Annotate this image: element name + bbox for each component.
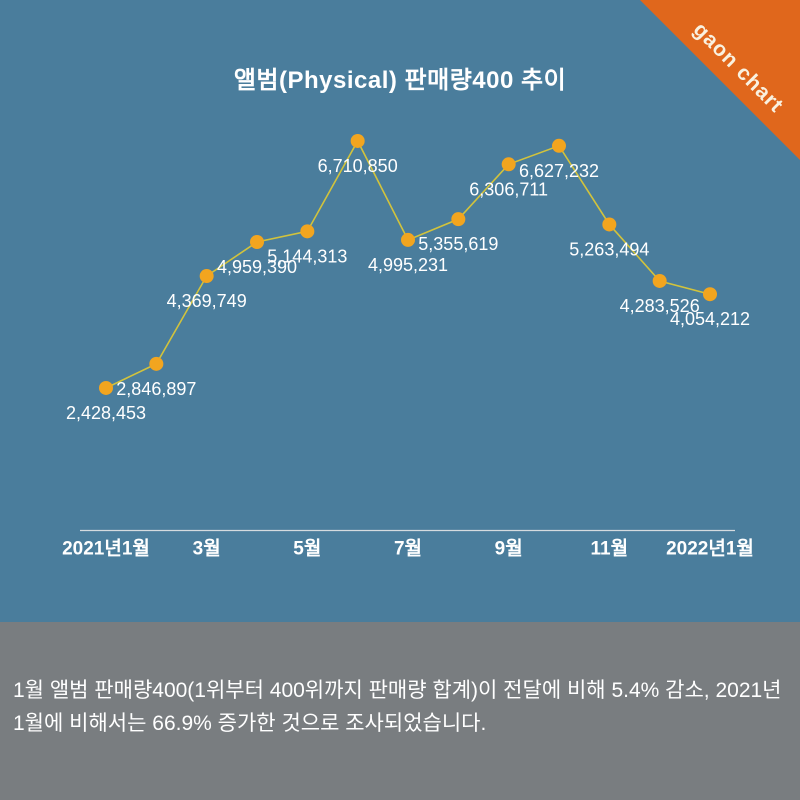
x-axis-tick-label: 2021년1월 [62, 538, 150, 560]
data-point-label: 4,369,749 [167, 291, 247, 311]
data-point-label: 2,428,453 [66, 403, 146, 423]
data-point-label: 6,710,850 [318, 156, 398, 176]
x-axis-tick-label: 5월 [293, 538, 321, 560]
chart-panel: 앨범(Physical) 판매량400 추이 2,428,453 2,846,89… [0, 0, 800, 622]
data-point [552, 138, 566, 153]
data-point [199, 269, 214, 284]
data-point [250, 235, 264, 250]
x-axis-tick-label: 7월 [394, 538, 422, 560]
data-point-label: 5,263,494 [569, 239, 649, 259]
data-point-label: 4,959,390 [217, 257, 297, 277]
data-point-label: 5,144,313 [267, 246, 347, 266]
data-point [501, 157, 516, 172]
x-axis-tick-label: 2022년1월 [666, 538, 754, 560]
data-point-label: 4,283,526 [620, 296, 700, 316]
data-point-label: 5,355,619 [418, 234, 498, 254]
summary-panel: 1월 앨범 판매량400(1위부터 400위까지 판매량 합계)이 전달에 비해… [0, 622, 800, 800]
summary-line-2: 1월에 비해서는 66.9% 증가한 것으로 조사되었습니다. [13, 712, 487, 735]
data-point [652, 273, 667, 288]
data-point [350, 133, 365, 148]
data-point-label: 4,054,212 [670, 309, 750, 329]
x-axis-tick-label: 9월 [495, 538, 523, 560]
data-point [300, 224, 315, 239]
summary-line-1: 1월 앨범 판매량400(1위부터 400위까지 판매량 합계)이 전달에 비해… [13, 679, 782, 702]
data-point [602, 217, 617, 232]
data-point [99, 380, 113, 395]
data-point-label: 4,995,231 [368, 255, 448, 275]
chart-title: 앨범(Physical) 판매량400 추이 [233, 67, 567, 94]
data-point [401, 232, 415, 247]
data-point [149, 356, 164, 371]
x-axis-tick-label: 11월 [591, 538, 629, 560]
summary-text: 1월 앨범 판매량400(1위부터 400위까지 판매량 합계)이 전달에 비해… [13, 674, 787, 740]
x-axis-tick-label: 3월 [193, 538, 221, 560]
data-point [451, 212, 466, 227]
data-point-label: 6,627,232 [519, 161, 599, 181]
data-point-label: 2,846,897 [116, 379, 196, 399]
data-point [703, 287, 717, 302]
album-sales-line-chart: 2,428,453 2,846,897 4,369,749 4,959,3905,14… [62, 133, 754, 560]
data-point-label: 6,306,711 [469, 179, 548, 199]
